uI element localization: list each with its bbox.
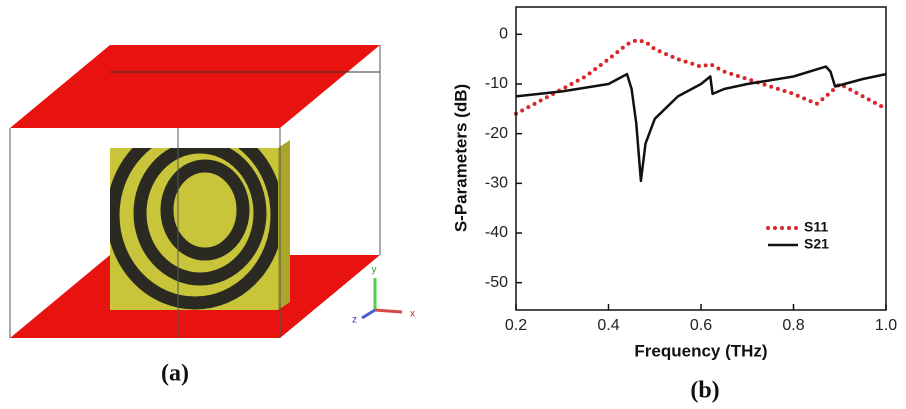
y-tick-label: -10 [485, 75, 508, 92]
y-tick-label: -50 [485, 274, 508, 291]
top-plate [10, 45, 380, 128]
x-axis-arrow [375, 310, 402, 312]
plot-frame [516, 7, 886, 310]
z-axis-arrow [362, 310, 375, 318]
y-tick-label: -20 [485, 125, 508, 142]
triad-label: x [410, 309, 415, 320]
x-axis-title: Frequency (THz) [634, 341, 767, 360]
x-tick-label: 0.8 [782, 317, 804, 334]
y-axis-title: S-Parameters (dB) [451, 84, 470, 232]
triad-label: y [372, 265, 377, 276]
triad-label: z [352, 315, 357, 326]
legend-label: S21 [804, 236, 829, 252]
panel-label: (b) [690, 378, 719, 404]
y-tick-label: -30 [485, 175, 508, 192]
x-tick-label: 1.0 [875, 317, 897, 334]
unit-cell-diagram: y x z [10, 45, 415, 338]
series-line [516, 40, 886, 114]
legend-label: S11 [804, 219, 828, 235]
y-tick-label: 0 [499, 26, 508, 43]
panel-label: (a) [161, 361, 189, 387]
x-tick-label: 0.4 [597, 317, 619, 334]
x-tick-label: 0.2 [505, 317, 527, 334]
y-tick-label: -40 [485, 224, 508, 241]
figure: y x z (a) (b) Frequency (THz) S-Paramete… [0, 0, 906, 409]
x-tick-label: 0.6 [690, 317, 712, 334]
